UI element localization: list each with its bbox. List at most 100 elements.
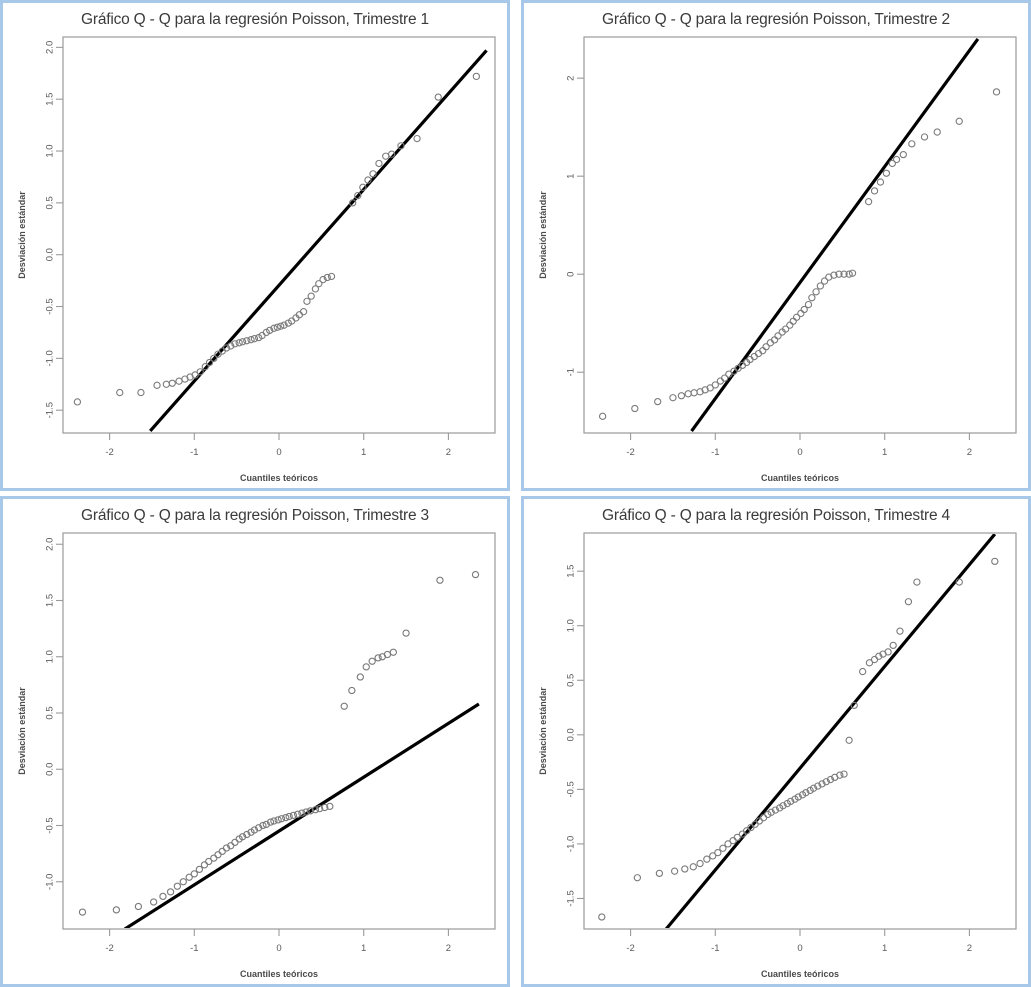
data-point: [166, 888, 175, 896]
y-tick-label: 1.0: [566, 619, 577, 632]
data-point: [690, 389, 698, 397]
y-tick-label: -0.5: [566, 781, 577, 797]
data-point: [913, 578, 921, 586]
data-point: [306, 807, 314, 815]
data-layer: [598, 38, 1001, 432]
data-point: [274, 816, 282, 824]
x-tick-label: -2: [626, 447, 634, 458]
data-point: [323, 273, 331, 282]
data-point: [845, 736, 853, 744]
data-point: [733, 833, 741, 842]
data-point: [191, 371, 199, 379]
data-point: [250, 826, 259, 834]
data-point: [402, 629, 410, 637]
y-tick-label: 1.0: [45, 144, 56, 157]
y-axis-label: Desviación estándar: [17, 687, 27, 775]
data-point: [179, 878, 187, 886]
data-point: [870, 187, 879, 195]
data-point: [598, 412, 607, 420]
data-point: [904, 598, 913, 606]
data-point: [655, 869, 664, 878]
data-point: [711, 381, 719, 389]
data-point: [259, 821, 267, 830]
data-layer: [78, 570, 480, 928]
x-axis-label: Cuantiles teóricos: [240, 969, 318, 979]
data-point: [808, 294, 816, 302]
data-point: [364, 176, 372, 184]
data-point: [354, 191, 362, 200]
data-point: [684, 390, 692, 398]
qq-reference-line: [149, 49, 488, 432]
x-tick-label: 2: [446, 447, 451, 458]
x-tick-label: 2: [446, 943, 451, 954]
x-tick-label: -1: [711, 447, 719, 458]
data-point: [348, 686, 356, 695]
data-point: [299, 308, 308, 316]
y-tick-label: 0.0: [566, 728, 577, 741]
data-point: [789, 317, 797, 325]
data-point: [889, 641, 897, 650]
data-point: [786, 321, 794, 329]
data-point: [185, 873, 193, 881]
data-point: [307, 292, 315, 300]
data-point: [134, 902, 143, 911]
x-tick-label: 1: [882, 943, 887, 954]
y-tick-label: 2: [566, 76, 577, 81]
data-point: [762, 343, 770, 351]
data-point: [277, 815, 286, 823]
panel-title-trimestre-1: Gráfico Q - Q para la regresión Poisson,…: [81, 11, 429, 28]
y-tick-label: 1.5: [45, 93, 56, 106]
plot-area-trimestre-4: -2 -1 0 1 2 1.5 1.0 0.5 0.0 -0.5 -1.0 -1.5 Cuantiles…: [524, 499, 1028, 984]
data-point: [876, 178, 885, 186]
data-point: [196, 368, 204, 376]
data-point: [797, 309, 805, 318]
data-point: [719, 844, 727, 852]
data-point: [153, 381, 161, 389]
data-point: [908, 140, 916, 148]
y-tick-label: 2.0: [45, 538, 56, 551]
data-point: [888, 159, 896, 168]
data-point: [311, 285, 320, 293]
data-point: [436, 576, 444, 584]
data-point: [771, 806, 780, 814]
data-point: [848, 269, 857, 277]
data-point: [794, 793, 802, 801]
data-point: [195, 865, 204, 874]
qq-chart-trimestre-3: -2 -1 0 1 2 2.0 1.5 1.0 0.5 0.0 -0.5 -1.0 Cuantiles …: [17, 532, 496, 979]
data-point: [955, 117, 963, 125]
data-point: [820, 277, 829, 285]
data-point: [899, 150, 907, 159]
data-point: [818, 780, 826, 788]
data-point: [383, 650, 392, 659]
plot-area-trimestre-1: -2 -1 0 1 2 2.0 1.5 1.0 0.5 0.0 -0.5 -1.0 -1.5 Cuanti…: [3, 3, 507, 488]
data-point: [238, 833, 247, 841]
data-point: [137, 388, 145, 397]
data-point: [190, 870, 198, 878]
data-point: [835, 270, 843, 278]
data-point: [73, 398, 82, 406]
data-point: [792, 313, 801, 321]
data-layer: [598, 534, 999, 928]
data-point: [397, 142, 405, 150]
data-point: [703, 855, 711, 863]
data-point: [266, 326, 274, 335]
data-point: [631, 404, 639, 413]
plot-area-trimestre-2: -2 -1 0 1 2 2 1 0 -1 Cuantiles teóricos Desviación…: [524, 3, 1028, 488]
data-point: [201, 363, 209, 371]
data-point: [250, 335, 259, 343]
data-point: [298, 809, 306, 817]
data-point: [349, 199, 357, 207]
data-point: [210, 354, 218, 363]
data-point: [243, 830, 251, 839]
data-point: [159, 892, 167, 901]
data-point: [78, 908, 87, 916]
panel-trimestre-2: Gráfico Q - Q para la regresión Poisson,…: [521, 0, 1031, 491]
data-point: [282, 813, 290, 822]
data-point: [382, 152, 390, 160]
data-point: [319, 275, 327, 284]
data-point: [434, 93, 442, 101]
data-point: [884, 648, 892, 656]
x-tick-label: 2: [967, 943, 972, 954]
panel-title-trimestre-3: Gráfico Q - Q para la regresión Poisson,…: [81, 507, 429, 524]
